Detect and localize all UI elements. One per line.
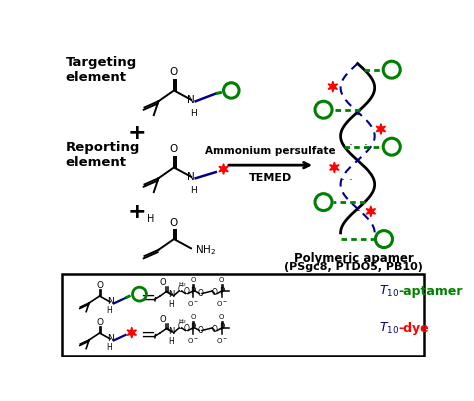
Text: O$^-$: O$^-$ bbox=[216, 299, 228, 308]
Text: O: O bbox=[160, 278, 166, 287]
Text: O: O bbox=[96, 281, 103, 290]
Text: $T_{10}$: $T_{10}$ bbox=[379, 284, 399, 299]
Text: +: + bbox=[128, 123, 146, 143]
Text: O: O bbox=[191, 314, 196, 320]
Text: TEMED: TEMED bbox=[249, 173, 292, 183]
Text: -dye: -dye bbox=[399, 322, 429, 335]
Polygon shape bbox=[127, 327, 137, 338]
Polygon shape bbox=[219, 164, 228, 174]
Text: O: O bbox=[183, 288, 189, 296]
Text: +: + bbox=[128, 202, 146, 222]
Text: O: O bbox=[170, 144, 178, 154]
Text: O: O bbox=[96, 318, 103, 327]
Text: H: H bbox=[190, 186, 197, 195]
Polygon shape bbox=[330, 162, 339, 173]
Text: H: H bbox=[169, 337, 174, 346]
Text: H$_2$: H$_2$ bbox=[178, 280, 188, 289]
Bar bbox=[62, 274, 424, 356]
Text: N: N bbox=[107, 334, 113, 343]
Text: Ammonium persulfate: Ammonium persulfate bbox=[205, 146, 336, 156]
Text: O: O bbox=[212, 288, 218, 297]
Polygon shape bbox=[366, 206, 375, 217]
Text: Reporting
element: Reporting element bbox=[65, 140, 140, 168]
Text: O$^-$: O$^-$ bbox=[187, 299, 199, 308]
Text: H: H bbox=[169, 300, 174, 309]
Text: H: H bbox=[190, 109, 197, 118]
Text: =: = bbox=[140, 289, 155, 307]
Text: H: H bbox=[106, 306, 112, 316]
Text: N: N bbox=[187, 95, 195, 105]
Text: N: N bbox=[168, 327, 174, 336]
Text: O: O bbox=[197, 289, 203, 298]
Text: O$^-$: O$^-$ bbox=[187, 336, 199, 344]
Text: P: P bbox=[219, 324, 224, 332]
Text: Targeting
element: Targeting element bbox=[65, 56, 137, 84]
Text: H: H bbox=[106, 343, 112, 352]
Text: O: O bbox=[170, 67, 178, 77]
Text: H: H bbox=[147, 214, 155, 224]
Text: C: C bbox=[177, 285, 182, 294]
Text: (PSgc8, PTDO5, PB10): (PSgc8, PTDO5, PB10) bbox=[284, 262, 423, 272]
Text: O: O bbox=[219, 314, 224, 320]
Text: P: P bbox=[219, 286, 224, 296]
Text: O: O bbox=[160, 315, 166, 324]
Polygon shape bbox=[376, 124, 385, 134]
Text: C: C bbox=[177, 322, 182, 331]
Text: N: N bbox=[187, 172, 195, 182]
Text: H$_2$: H$_2$ bbox=[178, 317, 188, 326]
Text: O: O bbox=[191, 277, 196, 284]
Text: O: O bbox=[212, 325, 218, 334]
Text: N: N bbox=[168, 290, 174, 299]
Text: P: P bbox=[191, 286, 196, 296]
Text: NH$_2$: NH$_2$ bbox=[195, 243, 216, 257]
Text: Polymeric apamer: Polymeric apamer bbox=[294, 252, 414, 265]
Text: N: N bbox=[107, 297, 113, 306]
Text: O: O bbox=[183, 324, 189, 334]
Text: O: O bbox=[170, 218, 178, 228]
Text: P: P bbox=[191, 324, 196, 332]
Text: O: O bbox=[197, 326, 203, 335]
Text: O: O bbox=[219, 277, 224, 284]
Polygon shape bbox=[328, 81, 337, 92]
Text: -aptamer: -aptamer bbox=[399, 285, 463, 298]
Text: $T_{10}$: $T_{10}$ bbox=[379, 321, 399, 336]
Text: =: = bbox=[140, 326, 155, 344]
Text: O$^-$: O$^-$ bbox=[216, 336, 228, 345]
